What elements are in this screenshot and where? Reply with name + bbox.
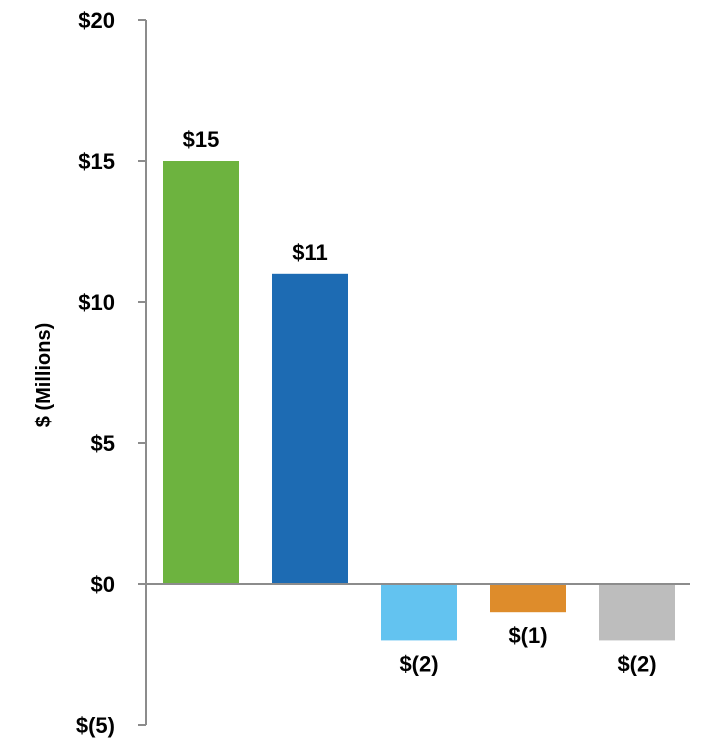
bar-4-value-label: $(1)	[508, 623, 547, 648]
y-tick-label: $20	[78, 8, 115, 33]
bar-5	[599, 584, 675, 641]
bars-layer	[163, 161, 675, 641]
bar-5-value-label: $(2)	[617, 651, 656, 676]
bar-3-value-label: $(2)	[399, 651, 438, 676]
bar-4	[490, 584, 566, 613]
y-tick-label: $15	[78, 149, 115, 174]
bar-1	[163, 161, 239, 584]
y-tick-label: $10	[78, 290, 115, 315]
y-tick-label: $0	[91, 572, 115, 597]
bar-2-value-label: $11	[292, 240, 328, 265]
labels-layer: $15 $11 $(2) $(1) $(2) $20 $15 $10 $5 $0 $(5)	[76, 8, 657, 738]
bar-3	[381, 584, 457, 641]
bar-2	[272, 273, 348, 584]
y-tick-label: $(5)	[76, 713, 115, 738]
axes-layer	[138, 19, 690, 726]
y-tick-label: $5	[91, 431, 115, 456]
y-axis-title: $ (Millions)	[33, 323, 55, 427]
bar-1-value-label: $15	[183, 127, 220, 152]
